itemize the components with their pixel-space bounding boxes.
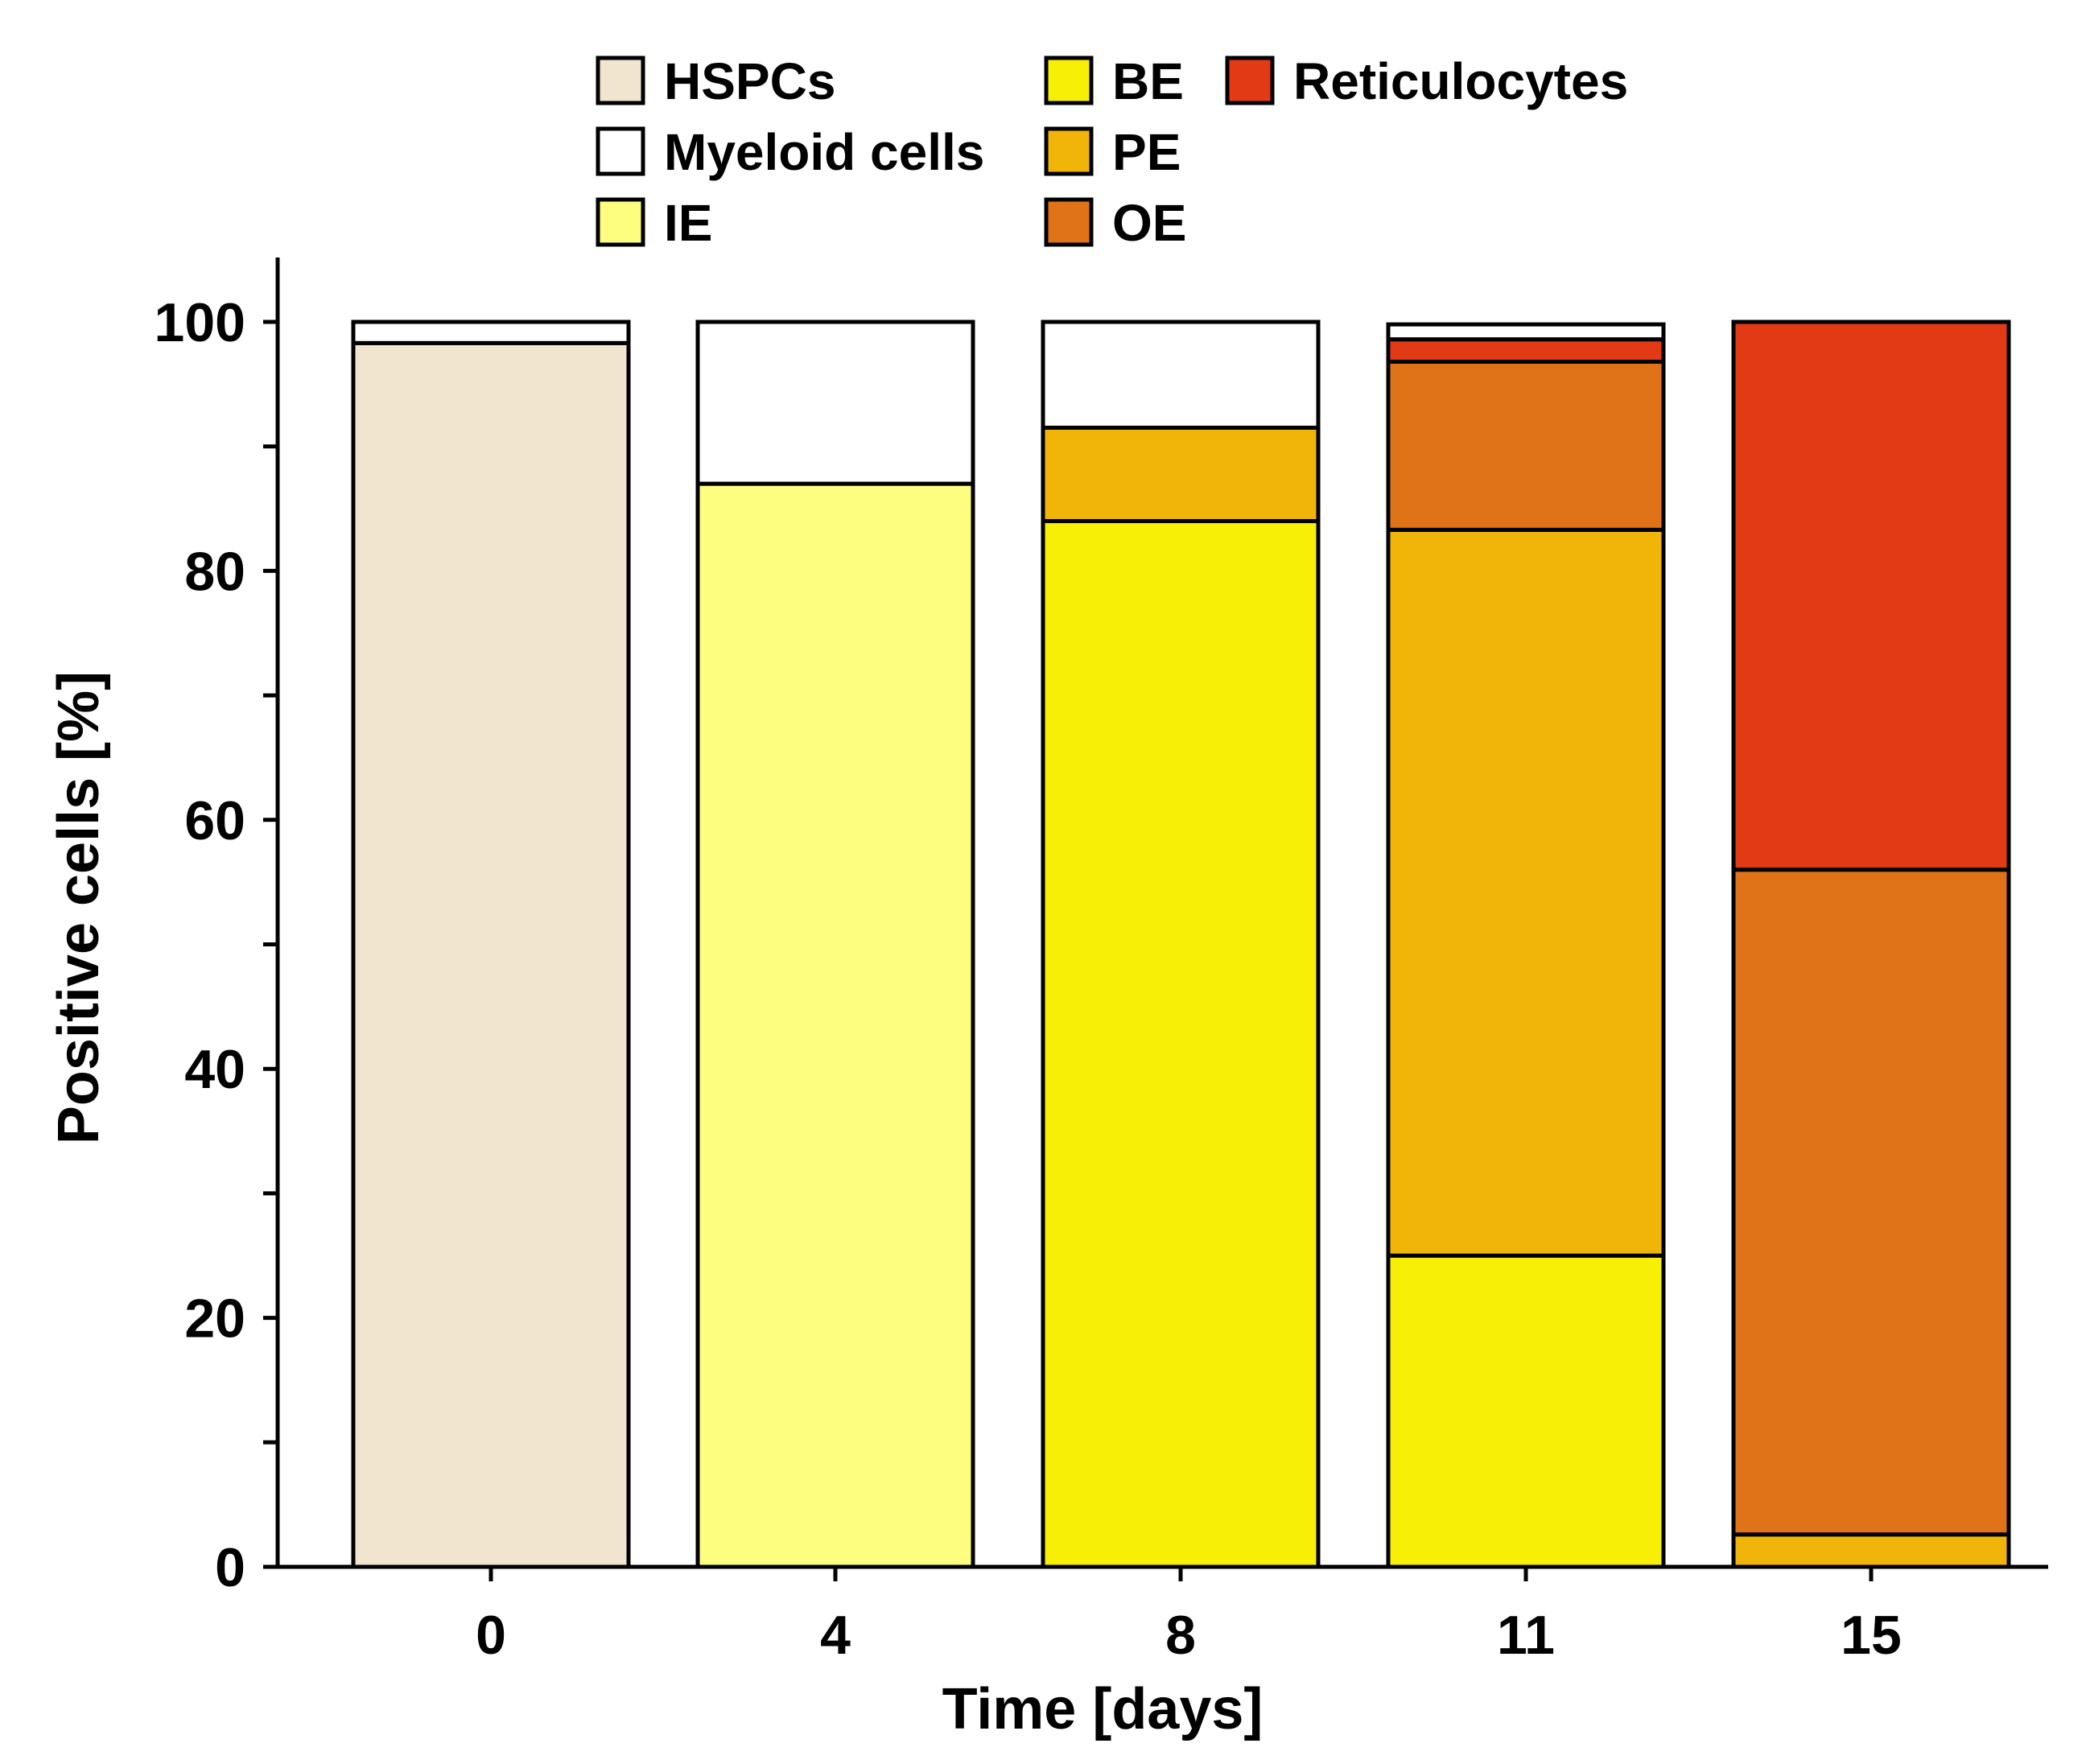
y-tick-label: 80 bbox=[184, 541, 245, 602]
legend-item-hspcs: HSPCs bbox=[596, 52, 835, 110]
legend-label: IE bbox=[664, 194, 712, 252]
legend-item-myeloid-cells: Myeloid cells bbox=[596, 123, 984, 181]
legend-swatch bbox=[596, 126, 645, 176]
legend-item-be: BE bbox=[1044, 52, 1184, 110]
legend-item-oe: OE bbox=[1044, 194, 1186, 252]
legend: HSPCs Myeloid cells IE BE PE OE Reticulocytes bbox=[596, 52, 1628, 252]
bar-segment-hspcs bbox=[351, 340, 631, 1569]
bar-segment-oe bbox=[1731, 868, 2011, 1537]
x-tick-label: 8 bbox=[1165, 1605, 1196, 1666]
bar-segment-pe bbox=[1731, 1532, 2011, 1569]
bar-segment-reticulocytes bbox=[1731, 319, 2011, 872]
legend-swatch bbox=[1044, 56, 1094, 105]
axes bbox=[275, 258, 2048, 1569]
legend-item-reticulocytes: Reticulocytes bbox=[1225, 52, 1628, 110]
legend-item-ie: IE bbox=[596, 194, 712, 252]
bar-segment-myeloid-cells bbox=[1041, 319, 1321, 430]
legend-swatch bbox=[596, 56, 645, 105]
x-axis-title: Time [days] bbox=[942, 1677, 1264, 1741]
legend-item-pe: PE bbox=[1044, 123, 1181, 181]
bar-stack-day-15 bbox=[1731, 319, 2011, 1569]
legend-label: BE bbox=[1112, 52, 1184, 110]
bar-segment-oe bbox=[1386, 360, 1666, 532]
legend-label: Reticulocytes bbox=[1293, 52, 1628, 110]
bar-stack-day-11 bbox=[1386, 322, 1666, 1569]
bar-segment-pe bbox=[1386, 527, 1666, 1258]
y-tick-label: 60 bbox=[184, 790, 245, 851]
bars bbox=[351, 319, 2011, 1569]
bar-stack-day-0 bbox=[351, 319, 631, 1569]
y-tick-label: 100 bbox=[155, 292, 245, 353]
bar-segment-myeloid-cells bbox=[351, 319, 631, 345]
y-tick-label: 20 bbox=[184, 1288, 245, 1350]
legend-swatch bbox=[1225, 56, 1275, 105]
x-tick-label: 0 bbox=[476, 1605, 506, 1666]
bar-stack-day-8 bbox=[1041, 319, 1321, 1569]
bar-segment-pe bbox=[1041, 425, 1321, 524]
bar-segment-ie bbox=[695, 481, 975, 1569]
y-axis-title: Positive cells [%] bbox=[47, 671, 111, 1144]
legend-label: Myeloid cells bbox=[664, 123, 984, 181]
legend-label: PE bbox=[1112, 123, 1181, 181]
legend-label: HSPCs bbox=[664, 52, 835, 110]
bar-segment-myeloid-cells bbox=[695, 319, 975, 486]
x-tick-label: 4 bbox=[820, 1605, 851, 1666]
x-tick-label: 15 bbox=[1841, 1605, 1902, 1666]
bar-segment-be bbox=[1386, 1253, 1666, 1569]
y-ticks: 0 20 40 60 80 100 bbox=[155, 292, 278, 1598]
bar-stack-day-4 bbox=[695, 319, 975, 1569]
bar-segment-myeloid-cells bbox=[1386, 322, 1666, 342]
legend-swatch bbox=[1044, 197, 1094, 247]
legend-swatch bbox=[596, 197, 645, 247]
legend-swatch bbox=[1044, 126, 1094, 176]
x-ticks: 0 4 8 11 15 bbox=[476, 1567, 1902, 1666]
y-tick-label: 40 bbox=[184, 1039, 245, 1100]
y-tick-label: 0 bbox=[215, 1537, 245, 1598]
bar-segment-be bbox=[1041, 519, 1321, 1569]
x-tick-label: 11 bbox=[1497, 1605, 1555, 1666]
legend-label: OE bbox=[1112, 194, 1186, 252]
bar-segment-reticulocytes bbox=[1386, 337, 1666, 365]
